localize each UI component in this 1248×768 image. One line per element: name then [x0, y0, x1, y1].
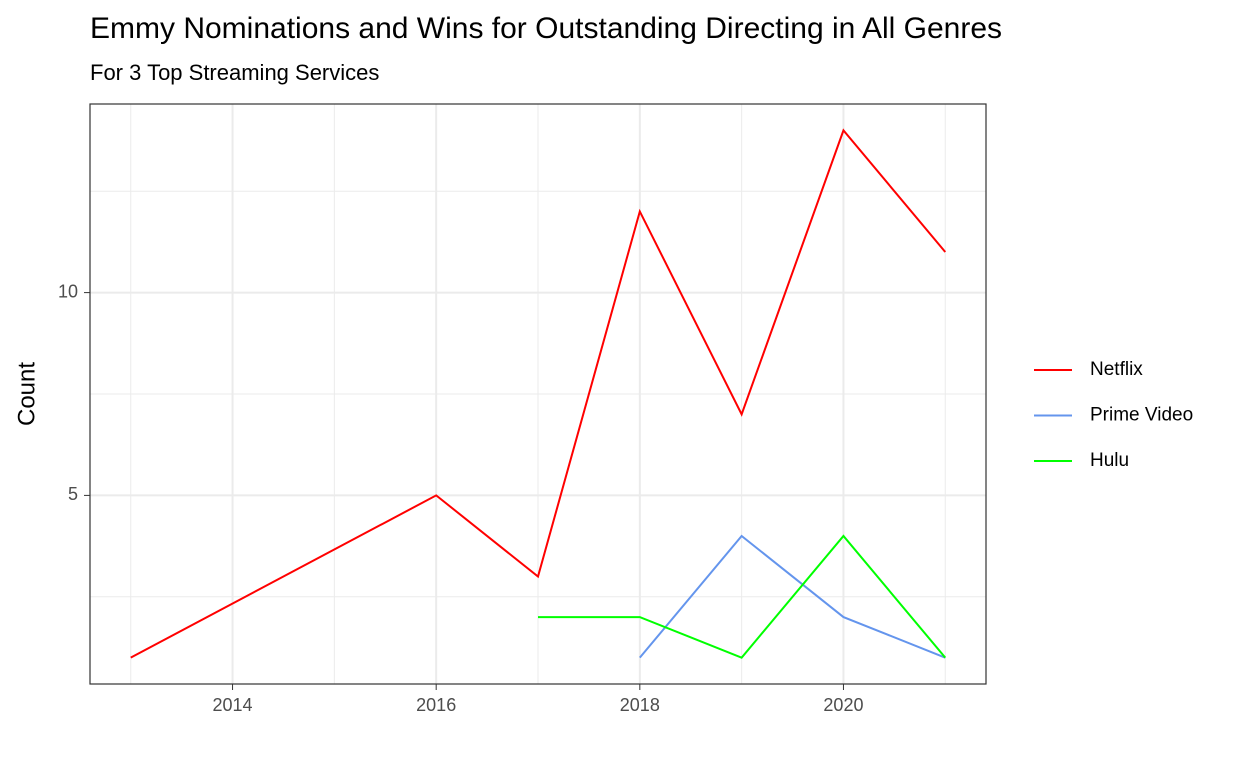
- series-line: [639, 534, 946, 659]
- series-line: [130, 128, 947, 659]
- x-tick-label: 2018: [620, 695, 660, 715]
- y-axis-label: Count: [13, 362, 40, 426]
- legend-label: Hulu: [1090, 450, 1129, 471]
- chart-subtitle: For 3 Top Streaming Services: [90, 60, 379, 85]
- series-line: [538, 534, 947, 659]
- y-tick-label: 5: [68, 484, 78, 504]
- legend-label: Netflix: [1090, 359, 1143, 380]
- plot-border: [89, 103, 987, 685]
- legend-label: Prime Video: [1090, 405, 1193, 426]
- x-tick-label: 2020: [823, 695, 863, 715]
- x-tick-label: 2014: [213, 695, 253, 715]
- y-tick-label: 10: [58, 281, 78, 301]
- chart-title: Emmy Nominations and Wins for Outstandin…: [90, 12, 1002, 45]
- x-tick-label: 2016: [416, 695, 456, 715]
